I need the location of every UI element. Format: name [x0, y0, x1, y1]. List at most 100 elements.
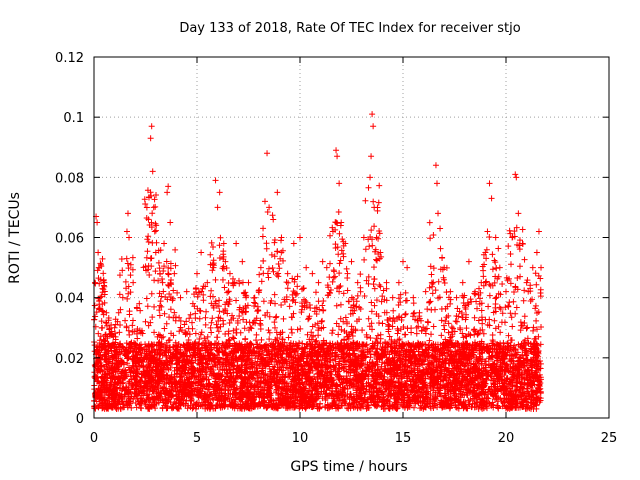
data-points: [92, 111, 545, 337]
data-point: [149, 168, 156, 175]
data-point: [204, 279, 211, 286]
data-point: [210, 264, 217, 271]
y-tick-label: 0.1: [63, 111, 84, 126]
data-point: [309, 270, 316, 277]
data-point: [107, 330, 114, 337]
data-point: [333, 147, 340, 154]
data-point: [319, 258, 326, 265]
data-point: [156, 270, 163, 277]
data-point: [478, 279, 485, 286]
data-point: [472, 288, 479, 295]
data-point: [189, 300, 196, 307]
data-point: [147, 135, 154, 142]
chart-title: Day 133 of 2018, Rate Of TEC Index for r…: [179, 21, 520, 36]
data-point: [194, 270, 200, 277]
data-point: [239, 258, 246, 265]
data-point: [433, 180, 440, 187]
data-point: [278, 234, 285, 241]
data-point: [465, 258, 472, 265]
data-point: [124, 210, 131, 217]
y-tick-label: 0.06: [55, 232, 84, 247]
data-point: [216, 189, 223, 196]
data-point: [496, 264, 503, 271]
data-point: [360, 234, 367, 241]
data-point: [395, 279, 402, 286]
data-point: [513, 174, 520, 181]
data-point: [492, 234, 499, 241]
data-point: [538, 264, 545, 271]
data-point: [212, 177, 219, 184]
data-point: [177, 294, 184, 301]
data-point: [103, 309, 110, 316]
data-point: [119, 294, 126, 301]
y-tick-label: 0: [76, 412, 84, 427]
data-point: [369, 111, 376, 118]
data-point: [488, 195, 495, 202]
data-point: [482, 249, 489, 256]
data-point: [111, 324, 118, 331]
data-point: [377, 249, 384, 256]
data-point: [92, 279, 99, 286]
data-point: [142, 318, 149, 325]
data-point: [274, 189, 281, 196]
data-point: [354, 279, 361, 286]
data-point: [342, 240, 349, 247]
data-point: [512, 171, 519, 178]
data-point: [416, 309, 423, 316]
data-point: [367, 174, 374, 181]
x-tick-label: 10: [292, 431, 309, 446]
data-point: [428, 279, 435, 286]
y-tick-label: 0.08: [55, 171, 84, 186]
data-point: [214, 204, 221, 211]
data-point: [130, 279, 137, 286]
data-point: [198, 249, 205, 256]
x-tick-label: 20: [498, 431, 515, 446]
dense-point-cloud: [91, 182, 545, 412]
data-point: [261, 198, 268, 205]
x-tick-label: 0: [90, 431, 98, 446]
data-point: [165, 183, 172, 190]
data-point: [484, 228, 491, 235]
data-point: [284, 270, 291, 277]
data-point: [533, 249, 540, 256]
data-point: [371, 204, 378, 211]
data-point: [245, 279, 252, 286]
data-point: [220, 240, 227, 247]
data-point: [336, 180, 343, 187]
data-point: [266, 204, 273, 211]
data-point: [126, 234, 133, 241]
data-point: [523, 279, 530, 286]
data-point: [303, 264, 310, 271]
data-point: [404, 264, 411, 271]
data-point: [370, 123, 377, 130]
data-point: [509, 234, 516, 241]
x-tick-label: 25: [601, 431, 618, 446]
data-point: [164, 189, 171, 196]
data-point: [115, 309, 122, 316]
data-point: [290, 240, 297, 247]
data-point: [437, 225, 444, 232]
data-point: [383, 279, 390, 286]
y-tick-label: 0.02: [55, 352, 84, 367]
data-point: [264, 150, 271, 157]
y-axis-ticks: 0 0.02 0.04 0.06 0.08 0.1 0.12: [55, 51, 609, 427]
data-point: [435, 210, 442, 217]
data-point: [148, 123, 155, 130]
data-point: [459, 279, 466, 286]
data-point: [251, 294, 258, 301]
data-point: [432, 162, 439, 169]
data-point: [99, 324, 106, 331]
data-point: [503, 288, 509, 295]
data-point: [297, 234, 303, 241]
x-tick-label: 5: [193, 431, 201, 446]
x-tick-label: 15: [395, 431, 412, 446]
data-point: [515, 210, 522, 217]
data-point: [257, 264, 264, 271]
y-tick-label: 0.12: [55, 51, 84, 66]
data-point: [95, 249, 102, 256]
data-point: [315, 279, 322, 286]
data-point: [441, 264, 448, 271]
data-point: [226, 270, 233, 277]
data-point: [410, 294, 417, 301]
